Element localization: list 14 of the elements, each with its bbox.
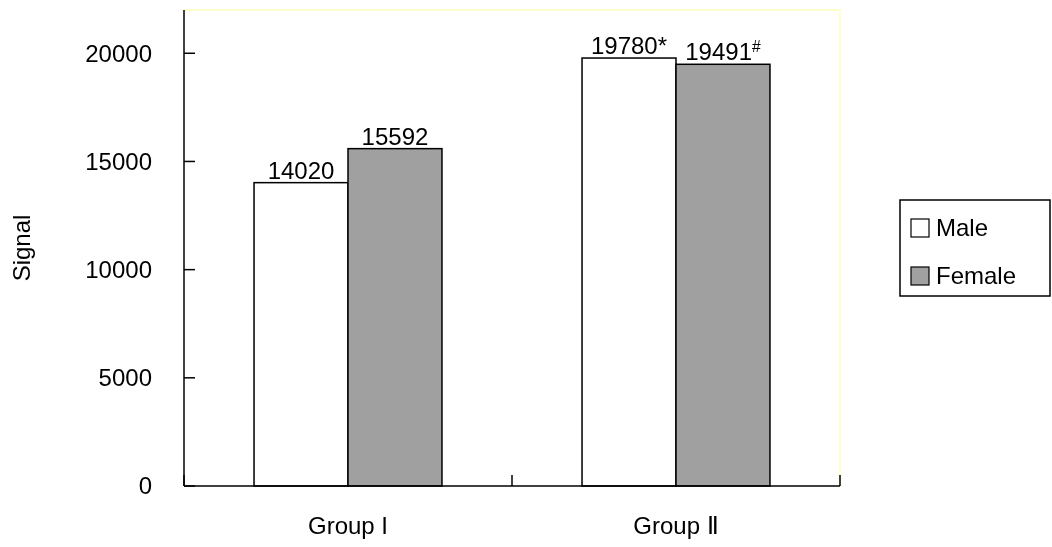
- data-label: 14020: [267, 156, 335, 184]
- legend-label: Female: [936, 262, 1017, 290]
- y-axis-title: Signal: [8, 214, 35, 282]
- data-label: 19780*: [590, 32, 668, 60]
- data-label: 19491$^{#}$: [685, 37, 762, 66]
- x-tick-label: Group I: [307, 512, 389, 539]
- x-tick-label: Group Ⅱ: [633, 512, 719, 539]
- y-tick-label: 0: [138, 472, 152, 500]
- legend-label: Male: [936, 214, 989, 242]
- y-tick-label: 10000: [85, 256, 152, 284]
- y-tick-label: 15000: [85, 147, 152, 175]
- y-tick-label: 20000: [85, 39, 152, 67]
- y-tick-label: 5000: [98, 364, 152, 392]
- data-label: 15592: [361, 122, 429, 150]
